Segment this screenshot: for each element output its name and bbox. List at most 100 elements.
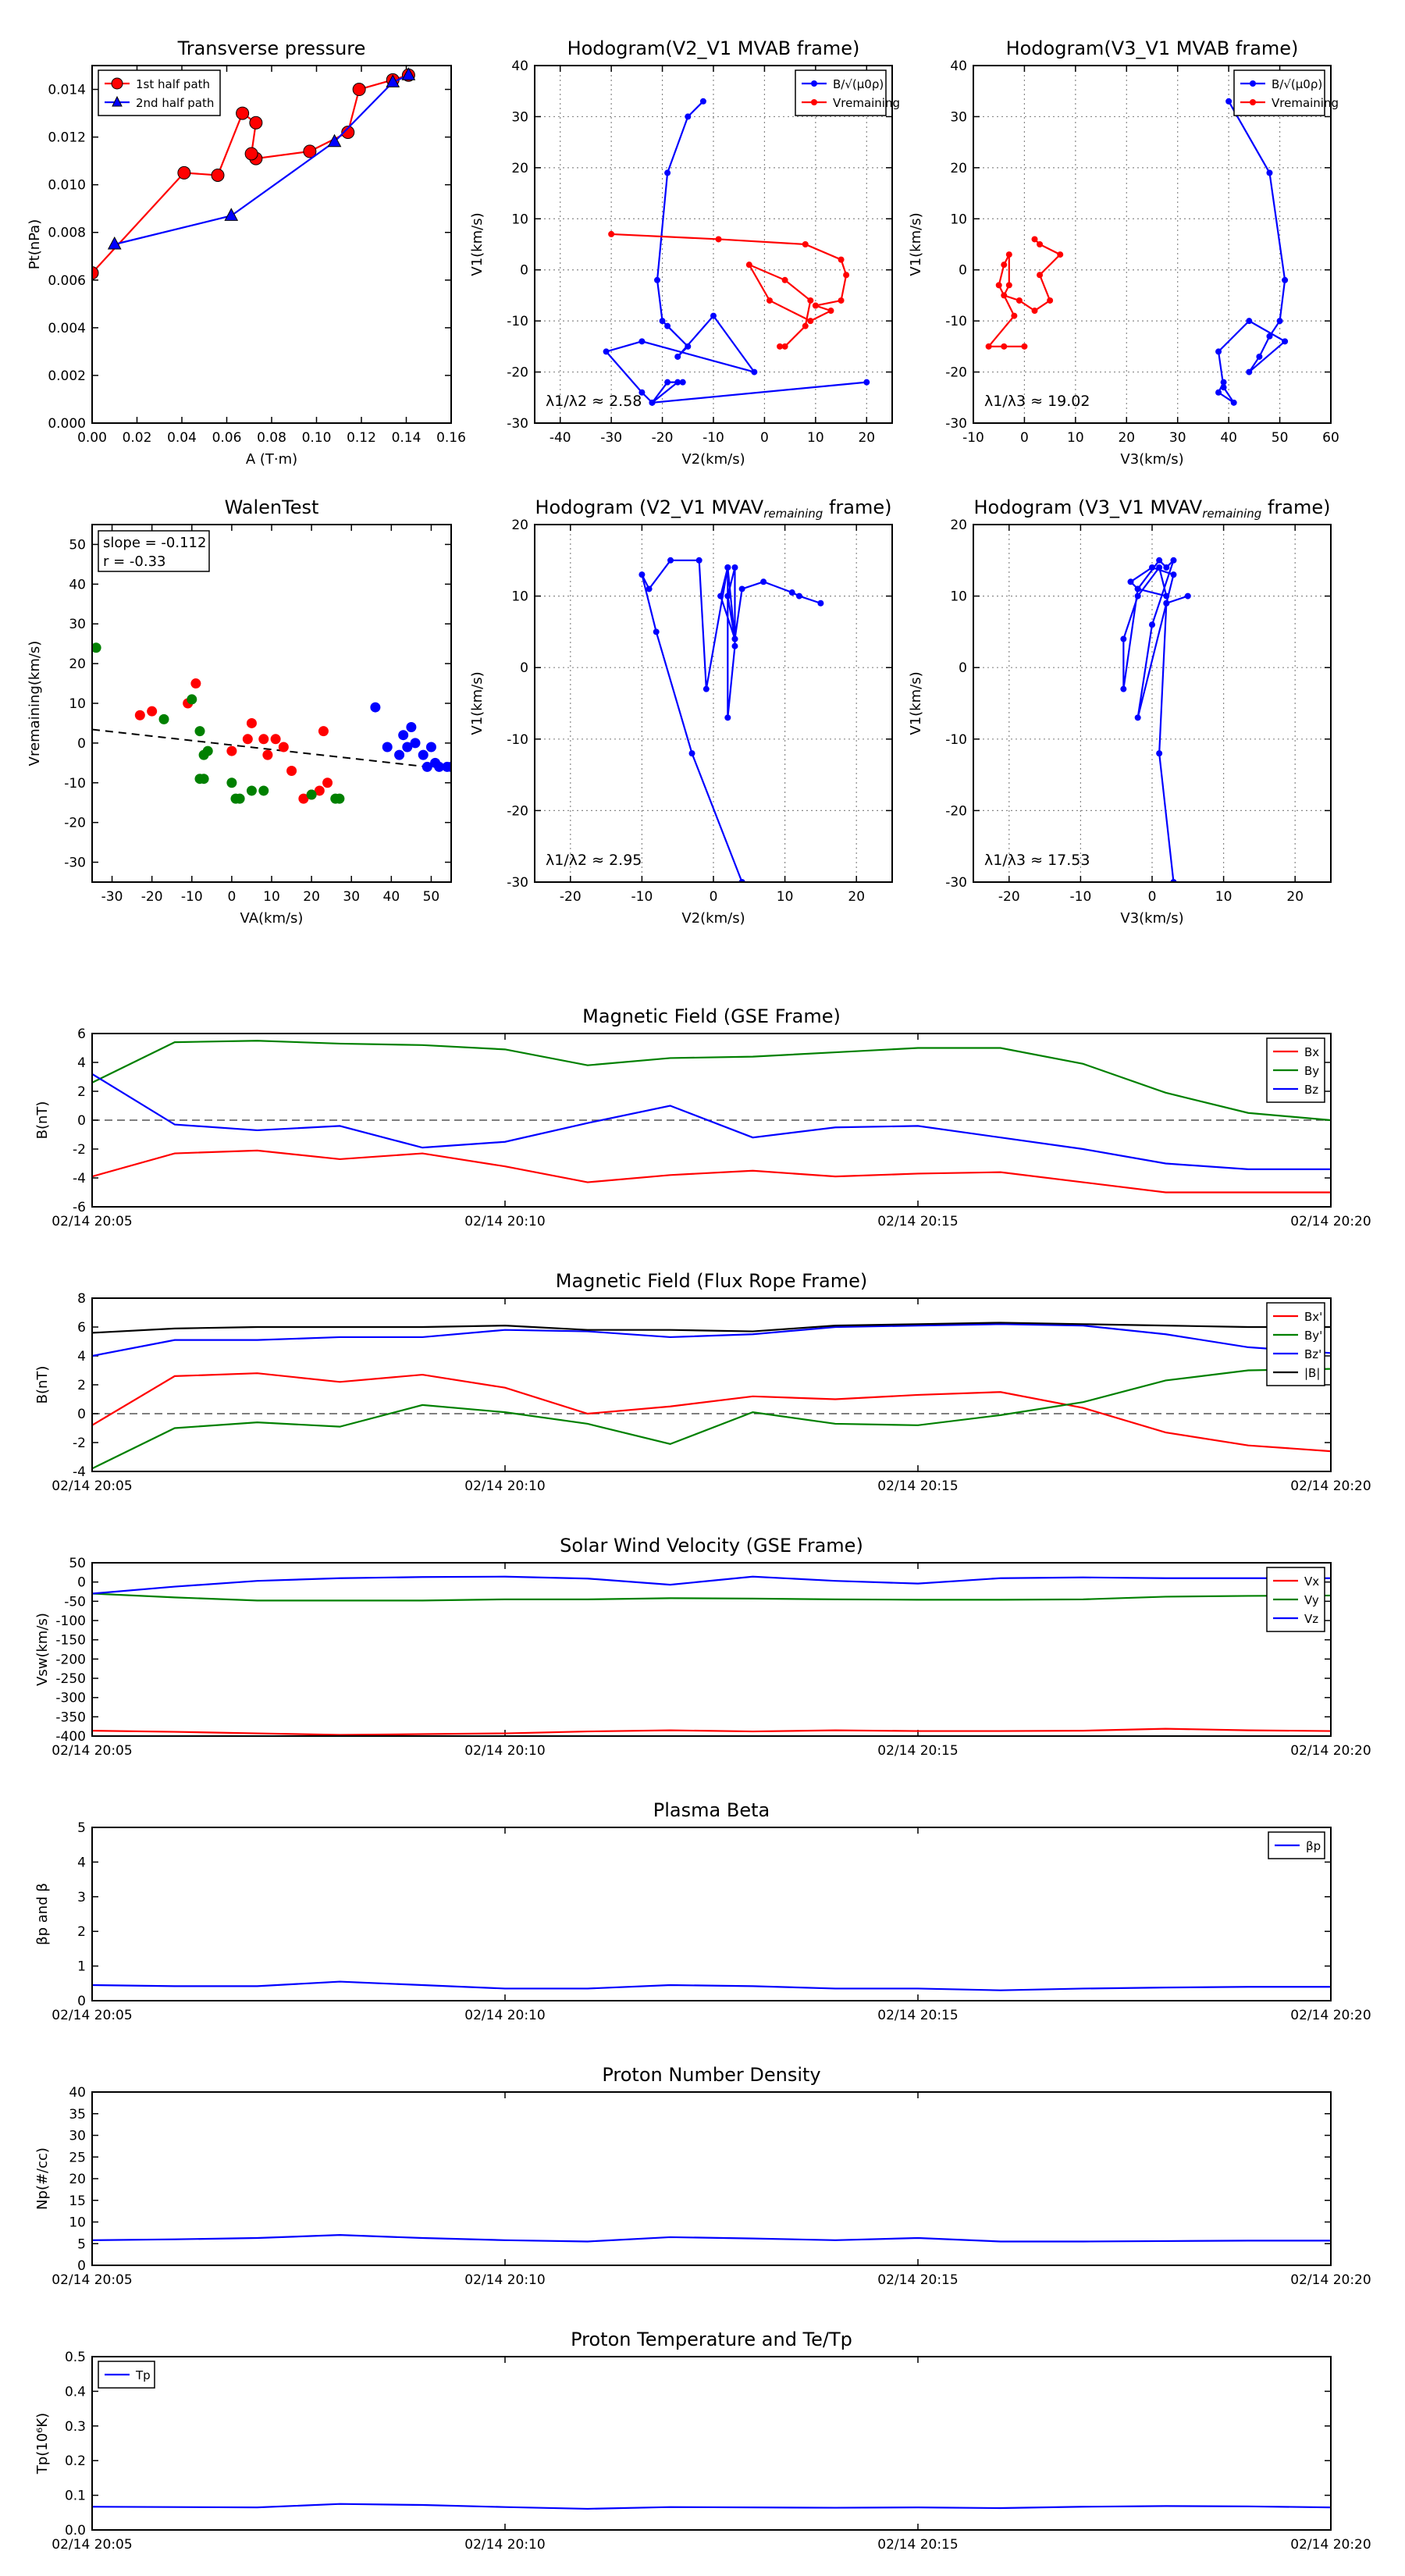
plot-area [603,98,870,406]
scatter-point [147,706,158,717]
scatter-point [226,777,237,788]
data-point [679,379,686,386]
plot-frame [91,524,452,883]
data-point [1215,389,1222,396]
data-point [724,714,731,721]
data-point [1021,343,1028,350]
chart-hodogram-v3v1-mvab: Hodogram(V3_V1 MVAB frame) -10 0 10 20 30 40 50… [908,37,1339,468]
y-tick-label: -10 [64,776,86,792]
data-point [1170,557,1177,564]
data-point [401,67,416,80]
series-line-bz- [92,1323,1331,1357]
x-tick-label: -10 [181,889,203,905]
y-tick-label: 25 [69,2150,86,2165]
y-tick-label: 0.2 [65,2453,86,2469]
x-tick-label: 0.08 [257,430,286,446]
series-line-vx [92,1727,1331,1736]
scatter-point [318,726,329,737]
scatter-point [425,742,436,753]
y-axis-label: V1(km/s) [908,671,924,735]
chart-title: Hodogram(V2_V1 MVAB frame) [567,37,860,59]
legend-label: Bx [1304,1045,1319,1059]
data-point [777,343,784,350]
y-tick-label: 8 [77,1291,86,1307]
plot-area [92,1980,1331,1991]
x-tick-label: 02/14 20:15 [877,2537,958,2553]
y-tick-label: 0.014 [48,83,86,98]
x-tick-label: 02/14 20:05 [52,2537,132,2553]
chart-solar-wind-velocity: Solar Wind Velocity (GSE Frame) 02/14 20:… [34,1535,1371,1759]
y-tick-label: 5 [77,1820,86,1836]
scatter-point [194,726,205,737]
y-tick-label: 40 [69,577,86,592]
ratio-annotation: λ1/λ3 ≈ 19.02 [984,393,1090,410]
y-tick-label: 0.008 [48,226,86,241]
data-point [1149,564,1155,571]
y-tick-label: 2 [77,1378,86,1393]
data-point [802,322,809,329]
x-tick-label: 02/14 20:05 [52,2272,132,2288]
y-tick-label: 10 [69,2215,86,2231]
x-axis-label: V3(km/s) [1120,910,1183,927]
plot-area [92,1040,1331,1194]
y-tick-label: 0.3 [65,2419,86,2435]
data-point [649,399,656,406]
y-tick-label: -30 [507,416,528,432]
x-axis-label: V2(km/s) [681,451,745,468]
x-tick-label: 10 [807,430,824,446]
series-line-by- [92,1368,1331,1470]
plot-frame [91,2356,1332,2531]
data-point [352,83,366,97]
series-line--p [92,1980,1331,1991]
x-tick-label: 0 [227,889,236,905]
data-point [664,322,671,329]
data-point [985,343,992,350]
x-tick-label: -30 [101,889,123,905]
y-tick-label: 0 [520,660,528,676]
x-tick-label: -30 [600,430,622,446]
x-tick-label: 0.00 [77,430,107,446]
plot-frame [973,524,1332,883]
y-tick-label: 4 [77,1855,86,1870]
y-tick-label: -350 [55,1710,86,1725]
legend-box [795,69,887,116]
scatter-point [402,742,413,753]
plot-area [1120,557,1191,882]
data-point [667,557,674,564]
y-tick-label: 5 [77,2236,86,2252]
data-point [1057,251,1064,258]
x-tick-label: 02/14 20:10 [464,2537,545,2553]
y-tick-label: 40 [511,59,528,74]
series-line--b- [92,1322,1331,1334]
data-point [731,564,738,571]
scatter-point [422,761,432,772]
data-point [646,585,653,592]
scatter-point [258,734,269,745]
data-point [1282,276,1289,283]
legend-box [98,69,221,116]
scatter-point [234,793,245,804]
data-point [827,308,834,315]
data-point [1047,297,1054,304]
x-tick-label: -10 [962,430,984,446]
data-point [674,379,681,386]
data-point [341,125,355,139]
data-point [1001,292,1008,299]
y-tick-label: 0 [959,263,967,279]
plot-area [985,98,1289,406]
x-tick-label: 10 [1215,889,1232,905]
x-tick-label: 02/14 20:05 [52,2008,132,2023]
x-tick-label: 0.14 [392,430,422,446]
data-point [1134,585,1141,592]
data-point [788,589,795,596]
y-tick-label: 0.002 [48,368,86,384]
x-tick-label: 02/14 20:20 [1290,1214,1371,1229]
chart-magnetic-field-flux-rope: Magnetic Field (Flux Rope Frame) 02/14 20… [34,1270,1371,1494]
x-tick-label: 02/14 20:10 [464,1214,545,1229]
x-tick-label: 20 [303,889,320,905]
plot-area [92,642,451,804]
data-point [731,635,738,642]
plot-frame [91,65,452,424]
y-tick-label: 0 [520,263,528,279]
